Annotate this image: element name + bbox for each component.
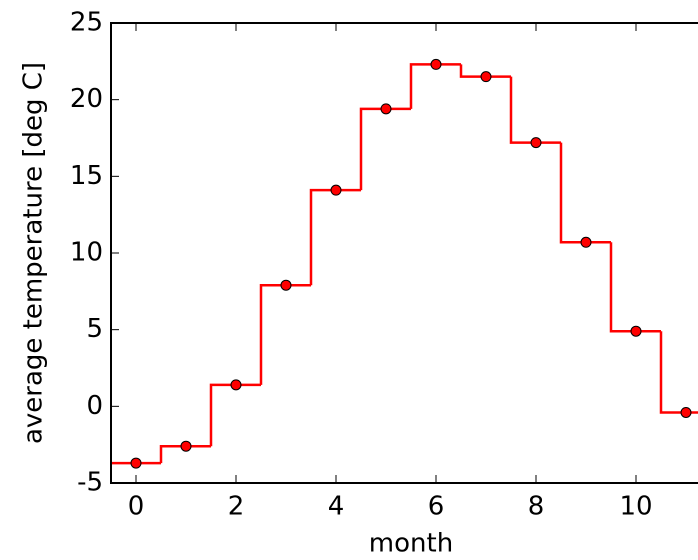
step-line bbox=[609, 242, 661, 333]
marker bbox=[280, 279, 292, 291]
step-line bbox=[659, 331, 698, 414]
y-tick-label: 10 bbox=[70, 238, 103, 268]
y-tick-label: 5 bbox=[86, 314, 103, 344]
x-axis-label: month bbox=[369, 529, 453, 559]
step-line bbox=[509, 76, 561, 144]
y-tick-label: 15 bbox=[70, 161, 103, 191]
marker bbox=[180, 440, 192, 452]
y-tick-label: -5 bbox=[77, 468, 103, 498]
step-line bbox=[209, 383, 261, 447]
step-line bbox=[309, 188, 361, 286]
marker bbox=[230, 379, 242, 391]
marker bbox=[580, 236, 592, 248]
marker bbox=[480, 71, 492, 83]
x-tick-label: 4 bbox=[328, 492, 345, 522]
step-line bbox=[559, 142, 611, 244]
x-tick-label: 0 bbox=[128, 492, 145, 522]
step-line bbox=[359, 107, 411, 191]
x-tick-label: 10 bbox=[619, 492, 652, 522]
step-line bbox=[159, 444, 211, 464]
marker bbox=[130, 457, 142, 469]
y-tick-label: 0 bbox=[86, 391, 103, 421]
step-line bbox=[459, 64, 511, 78]
x-tick-label: 2 bbox=[228, 492, 245, 522]
marker bbox=[380, 103, 392, 115]
marker bbox=[330, 184, 342, 196]
step-line bbox=[259, 283, 311, 385]
y-axis-label: average temperature [deg C] bbox=[19, 62, 49, 444]
marker bbox=[630, 325, 642, 337]
x-tick-label: 8 bbox=[528, 492, 545, 522]
plot-frame bbox=[110, 22, 698, 484]
y-tick-label: 25 bbox=[70, 8, 103, 38]
marker bbox=[430, 58, 442, 70]
y-tick-label: 20 bbox=[70, 84, 103, 114]
marker bbox=[680, 406, 692, 418]
step-line bbox=[409, 63, 461, 109]
marker bbox=[530, 137, 542, 149]
x-tick-label: 6 bbox=[428, 492, 445, 522]
